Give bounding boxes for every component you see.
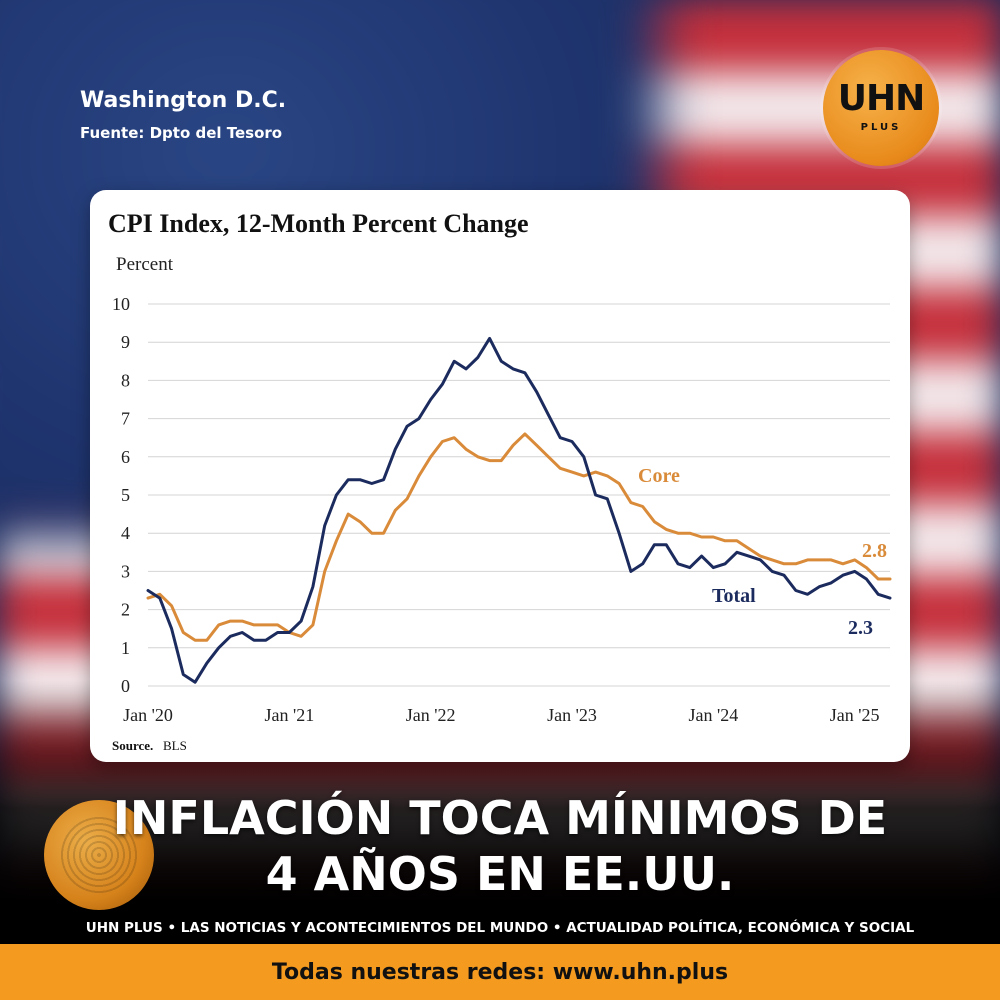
y-tick-9: 9	[121, 332, 130, 352]
headline: INFLACIÓN TOCA MÍNIMOS DE 4 AÑOS EN EE.U…	[0, 790, 1000, 902]
y-tick-8: 8	[121, 370, 130, 390]
source-note-value: BLS	[163, 738, 187, 753]
end-label-core: 2.8	[862, 540, 887, 562]
end-label-total: 2.3	[848, 617, 873, 639]
cpi-line-chart: CPI Index, 12-Month Percent Change Perce…	[108, 209, 892, 753]
chart-title: CPI Index, 12-Month Percent Change	[108, 209, 529, 238]
series-line-total	[146, 336, 892, 684]
logo-subtext: PLUS	[860, 122, 902, 133]
series-labels: Core Total 2.8 2.3	[638, 465, 887, 639]
x-tick-5: Jan '25	[830, 705, 880, 725]
footer-link-text[interactable]: Todas nuestras redes: www.uhn.plus	[271, 959, 729, 985]
series-name-total: Total	[712, 585, 756, 607]
source-label: Fuente: Dpto del Tesoro	[80, 124, 283, 142]
headline-line-1: INFLACIÓN TOCA MÍNIMOS DE	[112, 791, 888, 845]
headline-line-2: 4 AÑOS EN EE.UU.	[265, 847, 735, 901]
source-note-label: Source.	[112, 738, 153, 753]
tagline: UHN PLUS • LAS NOTICIAS Y ACONTECIMIENTO…	[85, 920, 915, 936]
uhn-logo: UHN PLUS	[823, 50, 939, 166]
y-tick-1: 1	[121, 638, 130, 658]
y-tick-5: 5	[121, 485, 130, 505]
logo-text: UHN	[837, 78, 926, 119]
x-tick-3: Jan '23	[547, 705, 597, 725]
footer-bar: Todas nuestras redes: www.uhn.plus	[0, 944, 1000, 1000]
y-axis-label: Percent	[116, 254, 174, 275]
y-tick-7: 7	[121, 409, 130, 429]
location-label: Washington D.C.	[80, 88, 287, 113]
x-tick-2: Jan '22	[406, 705, 456, 725]
y-tick-0: 0	[121, 676, 130, 696]
x-tick-1: Jan '21	[264, 705, 314, 725]
y-tick-10: 10	[112, 294, 130, 314]
y-tick-4: 4	[121, 523, 130, 543]
chart-card: CPI Index, 12-Month Percent Change Perce…	[90, 190, 910, 762]
y-tick-labels: 0 1 2 3 4 5 6 7 8 9 10	[112, 294, 130, 696]
series-lines	[146, 336, 892, 684]
globe-icon	[44, 800, 154, 910]
series-name-core: Core	[638, 465, 680, 487]
x-tick-0: Jan '20	[123, 705, 173, 725]
y-tick-3: 3	[121, 561, 130, 581]
series-line-core	[146, 432, 892, 642]
y-tick-2: 2	[121, 600, 130, 620]
y-tick-6: 6	[121, 447, 130, 467]
grid-lines	[148, 303, 890, 687]
x-tick-labels: Jan '20 Jan '21 Jan '22 Jan '23 Jan '24 Jan '…	[123, 705, 879, 725]
x-tick-4: Jan '24	[688, 705, 738, 725]
